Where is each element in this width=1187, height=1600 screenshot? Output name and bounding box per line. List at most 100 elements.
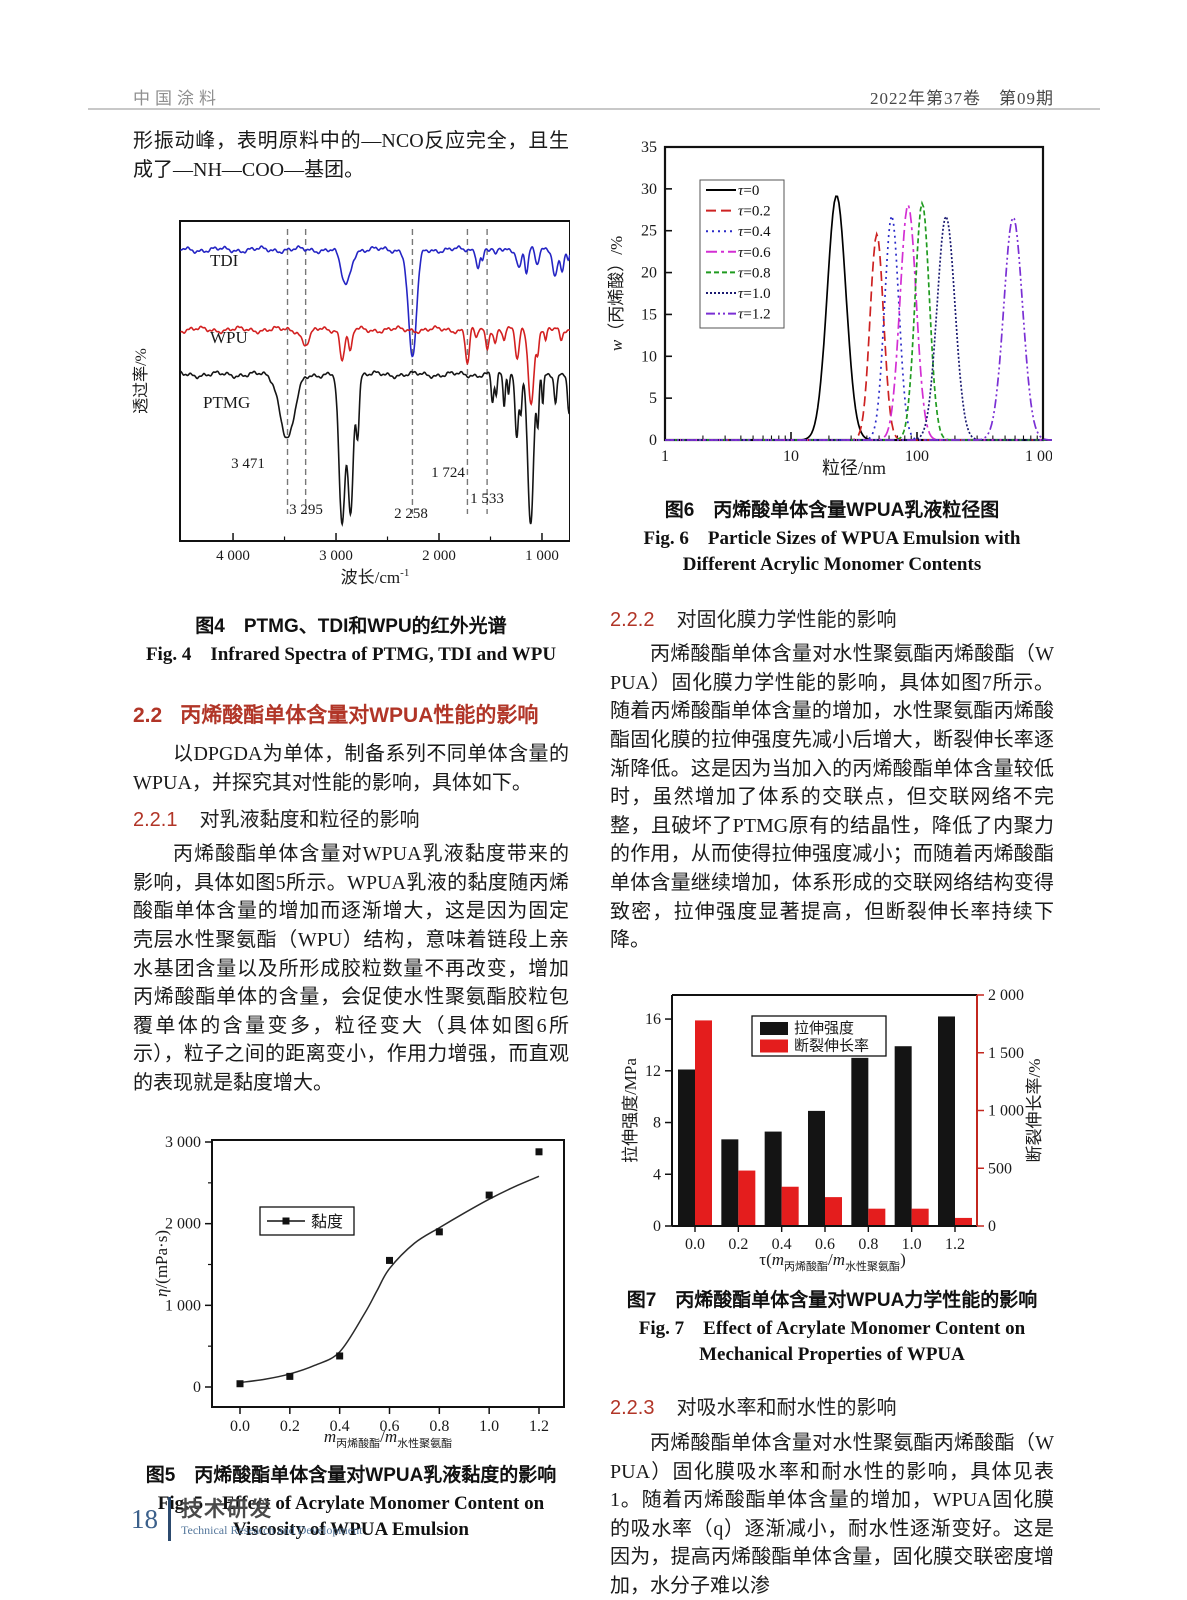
figure6-caption-en: Fig. 6 Particle Sizes of WPUA Emulsion w…: [643, 527, 1021, 575]
fig6-series-τ=1.2: [665, 216, 1057, 441]
fig7-plot: 0 4 8 12 16 0 500 1 000 1 500 2 000 0.0 0.2 0.4 0.6 0.…: [621, 987, 1044, 1273]
fig4-series-label-WPU: WPU: [210, 328, 248, 347]
fig5-x-tick-label: 0.8: [429, 1418, 449, 1435]
paragraph-p3: 丙烯酸酯单体含量对水性聚氨酯丙烯酸酯（WPUA）固化膜力学性能的影响，具体如图7…: [610, 643, 1054, 952]
fig4-x-tick-label: 1 000: [525, 548, 559, 564]
fig4-peak-label: 3 471: [231, 456, 265, 472]
figure4-caption-zh: 图4 PTMG、TDI和WPU的红外光谱: [195, 615, 507, 637]
fig7-axes: 0 4 8 12 16 0 500 1 000 1 500 2 000 0.0 0.2 0.4 0.6 0.…: [645, 987, 1024, 1253]
fig7-bars: [678, 1016, 972, 1226]
fig6-x-tick-label: 1: [661, 448, 669, 465]
fig7-right-tick-label: 0: [988, 1218, 996, 1235]
section-title: 对乳液黏度和粒径的影响: [199, 808, 420, 831]
figure4-caption-en: Fig. 4 Infrared Spectra of PTMG, TDI and…: [145, 643, 557, 665]
fig6-y-tick-label: 0: [649, 432, 657, 449]
fig7-right-tick-label: 1 000: [988, 1102, 1024, 1119]
footer-section-en: Technical Research and Development: [181, 1523, 363, 1537]
fig7-left-tick-label: 16: [645, 1011, 661, 1028]
section-title: 对吸水率和耐水性的影响: [676, 1397, 897, 1420]
fig5-x-tick-label: 0.4: [330, 1418, 350, 1435]
fig7-legend-label-0: 拉伸强度: [794, 1020, 854, 1037]
fig7-left-tick-label: 4: [653, 1166, 661, 1183]
fig7-mechanical-properties-chart: 0 4 8 12 16 0 500 1 000 1 500 2 000 0.0 0.2 0.4 0.6 0.…: [621, 987, 1044, 1273]
fig6-series-τ=1.0: [665, 214, 1057, 441]
section-heading-2-2-3: 2.2.3 对吸水率和耐水性的影响: [610, 1394, 1054, 1423]
fig5-plot: 0.0 0.2 0.4 0.6 0.8 1.0 1.2 0 1 000 2 000 3 000 黏度 η…: [152, 1134, 565, 1450]
fig7-right-axis-label: 断裂伸长率/%: [1025, 1058, 1044, 1162]
fig5-y-axis-label: η/(mPa·s): [152, 1230, 171, 1297]
figure5-caption-en: Fig. 5 Effect of Acrylate Monomer Conten…: [157, 1493, 545, 1541]
fig4-peak-label: 1 533: [470, 491, 504, 507]
section-number: 2.2.2: [610, 608, 655, 631]
figure5-caption-zh: 图5 丙烯酸酯单体含量对WPUA乳液黏度的影响: [145, 1465, 557, 1487]
footer-section-zh: 技术研发: [181, 1498, 273, 1521]
paragraph-intro: 形振动峰，表明原料中的—NCO反应完全，且生成了—NH—COO—基团。: [133, 130, 569, 181]
fig7-left-tick-label: 12: [645, 1063, 661, 1080]
left-column: 形振动峰，表明原料中的—NCO反应完全，且生成了—NH—COO—基团。 4 00…: [132, 127, 571, 1543]
fig5-viscosity-chart: 0.0 0.2 0.4 0.6 0.8 1.0 1.2 0 1 000 2 000 3 000 黏度 η…: [152, 1134, 565, 1450]
fig7-bar-elongation-1.0: [911, 1208, 929, 1226]
fig7-left-tick-label: 8: [653, 1114, 661, 1131]
fig4-plot: 4 000 3 000 2 000 1 000 3 471 3 295 2 258 1 724…: [132, 220, 571, 587]
fig6-y-tick-label: 25: [641, 223, 657, 240]
section-heading-2-2: 2.2 丙烯酸酯单体含量对WPUA性能的影响: [133, 702, 569, 731]
fig7-bar-tensile-0.4: [764, 1131, 782, 1226]
fig6-x-tick-label: 1 000: [1025, 448, 1052, 465]
fig6-y-tick-label: 35: [641, 139, 657, 156]
figure-5: 0.0 0.2 0.4 0.6 0.8 1.0 1.2 0 1 000 2 000 3 000 黏度 η…: [147, 1112, 569, 1457]
fig4-x-tick-label: 4 000: [216, 548, 250, 564]
fig5-x-tick-label: 1.0: [479, 1418, 499, 1435]
fig7-bar-elongation-0.2: [738, 1170, 756, 1226]
fig5-x-tick-label: 0.0: [230, 1418, 250, 1435]
fig7-right-tick-label: 500: [988, 1160, 1012, 1177]
fig4-series-WPU: [180, 325, 571, 407]
fig7-bar-tensile-1.2: [937, 1016, 955, 1226]
fig4-ir-spectra-chart: 4 000 3 000 2 000 1 000 3 471 3 295 2 258 1 724…: [132, 220, 571, 587]
fig6-y-tick-label: 15: [641, 306, 657, 323]
fig5-data-points: [236, 1147, 543, 1387]
fig6-x-tick-label: 10: [783, 448, 799, 465]
fig4-x-tick-label: 2 000: [422, 548, 456, 564]
fig6-x-tick-label: 100: [905, 448, 929, 465]
fig7-bar-tensile-0.0: [678, 1069, 695, 1226]
fig6-legend-label: τ=0.8: [738, 265, 771, 281]
fig6-axes: 1 10 100 1 000 0 5 10 15 20 25 30 35: [641, 139, 1061, 465]
fig4-x-tick-label: 3 000: [319, 548, 353, 564]
fig7-bar-elongation-0.8: [868, 1208, 886, 1226]
paragraph-p1: 以DPGDA为单体，制备系列不同单体含量的WPUA，并探究其对性能的影响，具体如…: [133, 743, 569, 794]
fig6-legend: τ=0 τ=0.2 τ=0.4 τ=0.6 τ=0.8 τ=1.0 τ=1.2: [699, 179, 785, 329]
fig5-x-tick-label: 0.6: [380, 1418, 400, 1435]
footer-divider: [168, 1497, 171, 1541]
fig4-series-label-PTMG: PTMG: [203, 393, 250, 412]
fig4-series-TDI: [180, 245, 571, 358]
fig7-bar-tensile-0.8: [851, 1057, 869, 1226]
fig6-legend-label: τ=1.0: [738, 286, 771, 302]
fig7-x-tick-label: 1.2: [945, 1236, 965, 1253]
fig7-left-tick-label: 0: [653, 1218, 661, 1235]
figure-7: 0 4 8 12 16 0 500 1 000 1 500 2 000 0.0 0.2 0.4 0.6 0.…: [610, 971, 1054, 1282]
fig6-legend-label: τ=0.2: [738, 204, 771, 220]
fig4-peak-label: 3 295: [289, 502, 323, 518]
section-title: 对固化膜力学性能的影响: [676, 608, 897, 631]
figure6-caption-zh: 图6 丙烯酸单体含量WPUA乳液粒径图: [664, 499, 1000, 521]
fig6-y-tick-label: 20: [641, 265, 657, 282]
fig7-bar-elongation-1.2: [954, 1217, 972, 1226]
fig6-legend-label: τ=0.6: [738, 245, 771, 261]
paragraph-p4: 丙烯酸酯单体含量对水性聚氨酯丙烯酸酯（WPUA）固化膜吸水率和耐水性的影响，具体…: [610, 1431, 1054, 1597]
figure7-caption-en: Fig. 7 Effect of Acrylate Monomer Conten…: [638, 1318, 1026, 1366]
fig5-y-tick-label: 0: [193, 1379, 201, 1396]
fig6-y-tick-label: 5: [649, 390, 657, 407]
section-title: 丙烯酸酯单体含量对WPUA性能的影响: [180, 703, 539, 727]
fig6-legend-label: τ=0.4: [738, 224, 771, 240]
fig4-peak-label: 1 724: [431, 465, 465, 481]
fig7-x-tick-label: 0.4: [772, 1236, 792, 1253]
fig4-peak-label: 2 258: [394, 506, 428, 522]
fig7-x-tick-label: 0.0: [685, 1236, 705, 1253]
fig4-y-axis-label: 透过率/%: [132, 348, 150, 414]
fig7-legend-label-1: 断裂伸长率: [794, 1037, 869, 1054]
